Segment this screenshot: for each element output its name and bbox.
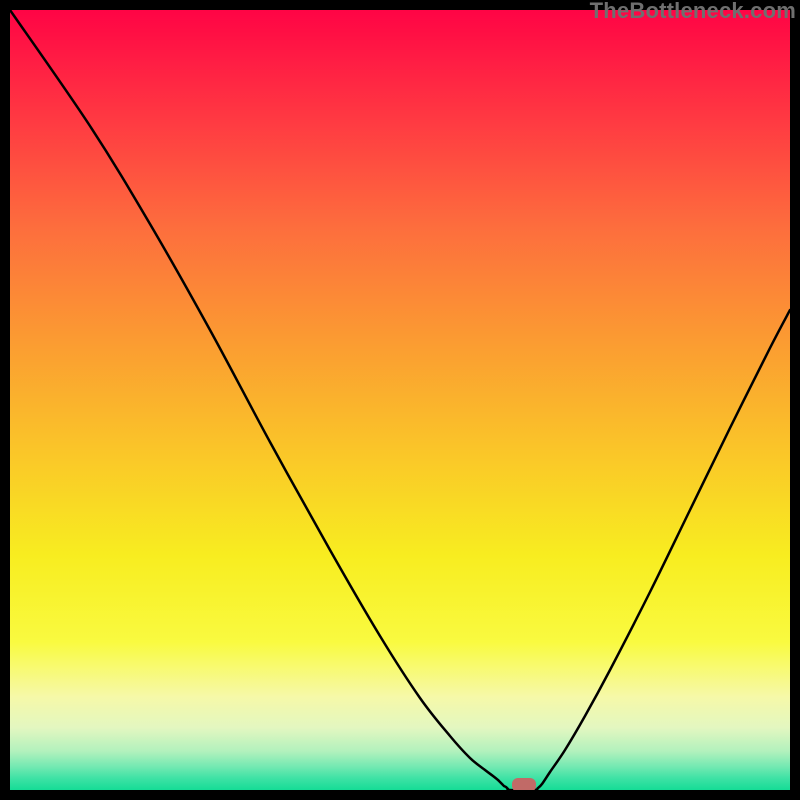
bottleneck-curve (10, 10, 790, 790)
chart-frame (10, 10, 790, 790)
optimum-marker (512, 778, 536, 790)
bottleneck-curve-svg (10, 10, 790, 790)
credit-text: TheBottleneck.com (590, 0, 796, 22)
